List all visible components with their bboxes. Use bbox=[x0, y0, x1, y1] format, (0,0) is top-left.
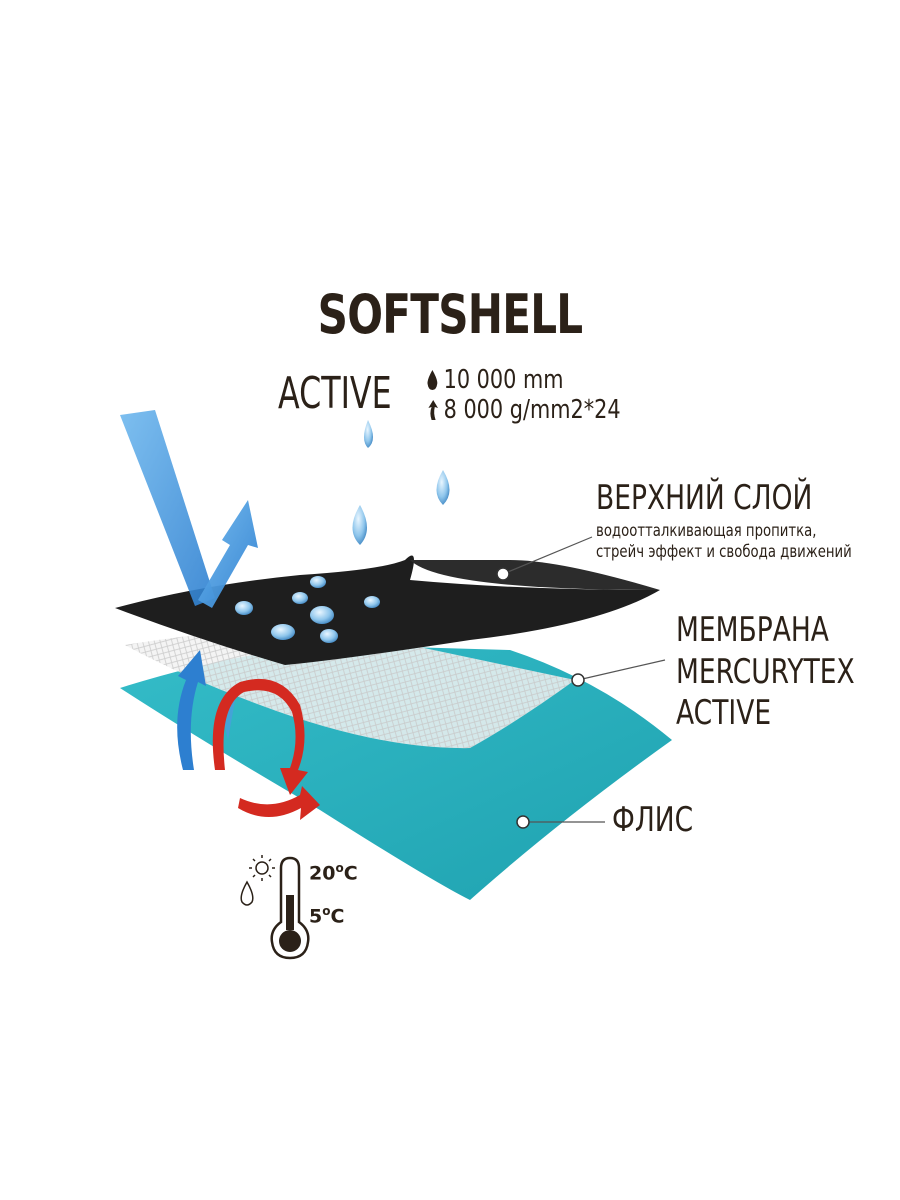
beaded-droplets bbox=[235, 576, 380, 643]
water-drop-icon bbox=[427, 370, 438, 390]
degree-mark: o bbox=[335, 861, 344, 875]
falling-drop-icon bbox=[352, 505, 367, 545]
water-resistance-spec: 10 000 mm bbox=[426, 367, 564, 393]
blue-up-arrow bbox=[198, 500, 258, 608]
degree-mark: o bbox=[322, 904, 331, 918]
product-title: SOFTSHELL bbox=[317, 283, 583, 346]
thermometer-icon bbox=[270, 856, 310, 960]
temperature-unit: C bbox=[343, 862, 358, 885]
temperature-low-value: 5 bbox=[309, 905, 323, 928]
temperature-low: 5oC bbox=[309, 905, 344, 926]
top-layer-description-line1: водоотталкивающая пропитка, bbox=[596, 521, 817, 541]
vapor-arrow-icon bbox=[428, 400, 438, 420]
breathability-spec: 8 000 g/mm2*24 bbox=[426, 397, 621, 423]
heat-circulation-arrow bbox=[212, 678, 308, 795]
temperature-high: 20oC bbox=[309, 862, 358, 883]
blue-down-arrow bbox=[120, 410, 215, 606]
falling-drop-icon bbox=[436, 470, 450, 505]
leader-dots bbox=[496, 567, 585, 829]
membrane-label-line3: ACTIVE bbox=[676, 693, 772, 733]
top-layer-title: ВЕРХНИЙ СЛОЙ bbox=[596, 478, 813, 518]
water-resistance-value: 10 000 mm bbox=[443, 365, 564, 395]
leader-lines bbox=[502, 536, 666, 823]
top-shell-layer bbox=[115, 555, 660, 665]
product-subtitle: ACTIVE bbox=[278, 368, 392, 419]
falling-drop-icon bbox=[364, 420, 373, 448]
sun-icon bbox=[249, 855, 275, 881]
vapor-arrow bbox=[177, 650, 206, 770]
membrane-label-line2: MERCURYTEX bbox=[676, 652, 855, 692]
fleece-layer bbox=[120, 645, 672, 900]
breathability-value: 8 000 g/mm2*24 bbox=[443, 395, 621, 425]
temperature-high-value: 20 bbox=[309, 862, 336, 885]
top-layer-description-line2: стрейч эффект и свобода движений bbox=[596, 542, 852, 562]
heat-circulation-arrow bbox=[238, 786, 320, 820]
drop-outline-icon bbox=[240, 880, 254, 906]
temperature-unit: C bbox=[330, 905, 345, 928]
membrane-label-line1: МЕМБРАНА bbox=[676, 610, 829, 650]
fleece-label: ФЛИС bbox=[612, 800, 694, 840]
